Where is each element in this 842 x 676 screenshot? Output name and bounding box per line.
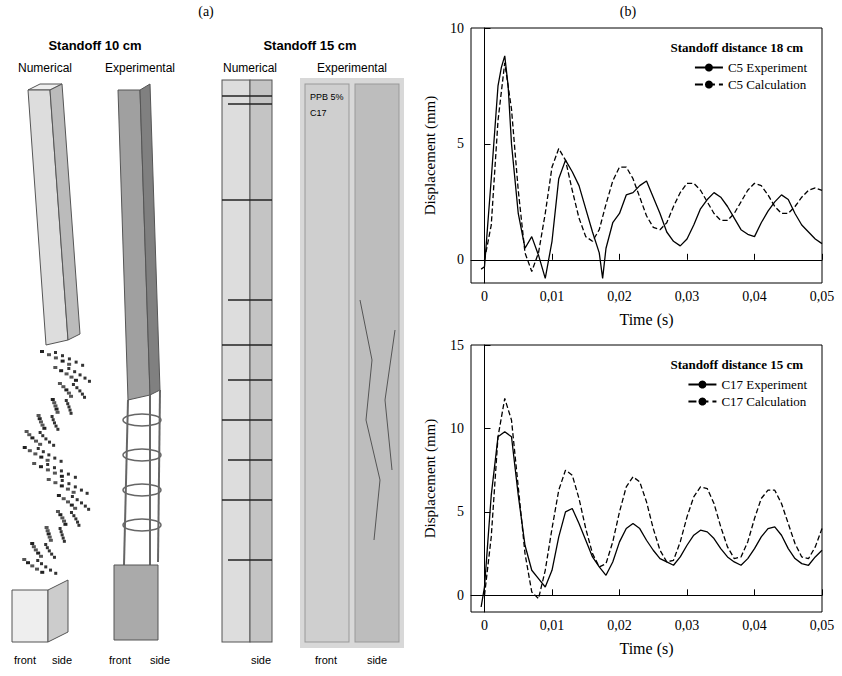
svg-text:Standoff distance 18 cm: Standoff distance 18 cm bbox=[670, 40, 803, 55]
svg-text:C5 Experiment: C5 Experiment bbox=[728, 60, 807, 75]
svg-text:0,01: 0,01 bbox=[540, 289, 565, 304]
svg-text:side: side bbox=[52, 654, 72, 666]
svg-text:Standoff 10 cm: Standoff 10 cm bbox=[48, 38, 141, 53]
svg-text:side: side bbox=[251, 654, 271, 666]
svg-text:side: side bbox=[367, 654, 387, 666]
svg-text:Time (s): Time (s) bbox=[619, 311, 673, 329]
svg-text:Experimental: Experimental bbox=[105, 61, 175, 75]
svg-text:Time (s): Time (s) bbox=[619, 640, 673, 658]
svg-text:0,03: 0,03 bbox=[675, 289, 700, 304]
svg-text:Standoff distance 15 cm: Standoff distance 15 cm bbox=[670, 357, 803, 372]
svg-text:front: front bbox=[109, 654, 131, 666]
svg-text:front: front bbox=[14, 654, 36, 666]
svg-text:Displacement (mm): Displacement (mm) bbox=[422, 96, 439, 216]
svg-text:PPB 5%: PPB 5% bbox=[310, 92, 344, 102]
svg-text:C17: C17 bbox=[310, 108, 327, 118]
svg-text:(b): (b) bbox=[620, 4, 637, 20]
svg-text:side: side bbox=[150, 654, 170, 666]
svg-text:C17 Experiment: C17 Experiment bbox=[721, 377, 807, 392]
svg-text:Experimental: Experimental bbox=[317, 61, 387, 75]
svg-text:(a): (a) bbox=[198, 4, 214, 20]
svg-text:5: 5 bbox=[457, 136, 464, 151]
svg-text:0,02: 0,02 bbox=[607, 618, 632, 633]
svg-text:Displacement (mm): Displacement (mm) bbox=[422, 419, 439, 539]
svg-text:Numerical: Numerical bbox=[18, 61, 72, 75]
svg-text:0,02: 0,02 bbox=[607, 289, 632, 304]
svg-text:front: front bbox=[315, 654, 337, 666]
svg-text:10: 10 bbox=[450, 21, 464, 36]
svg-text:0,01: 0,01 bbox=[540, 618, 565, 633]
svg-text:10: 10 bbox=[450, 421, 464, 436]
svg-text:0: 0 bbox=[457, 252, 464, 267]
svg-text:Numerical: Numerical bbox=[223, 61, 277, 75]
svg-text:0,04: 0,04 bbox=[742, 618, 767, 633]
svg-text:Standoff 15 cm: Standoff 15 cm bbox=[263, 38, 356, 53]
svg-text:0: 0 bbox=[481, 289, 488, 304]
svg-text:0,05: 0,05 bbox=[810, 289, 835, 304]
svg-text:0: 0 bbox=[481, 618, 488, 633]
svg-text:0,03: 0,03 bbox=[675, 618, 700, 633]
svg-text:C17 Calculation: C17 Calculation bbox=[721, 394, 806, 409]
svg-text:0,05: 0,05 bbox=[810, 618, 835, 633]
svg-text:C5 Calculation: C5 Calculation bbox=[728, 77, 807, 92]
svg-text:15: 15 bbox=[450, 338, 464, 353]
svg-text:0,04: 0,04 bbox=[742, 289, 767, 304]
svg-text:5: 5 bbox=[457, 504, 464, 519]
svg-text:0: 0 bbox=[457, 588, 464, 603]
